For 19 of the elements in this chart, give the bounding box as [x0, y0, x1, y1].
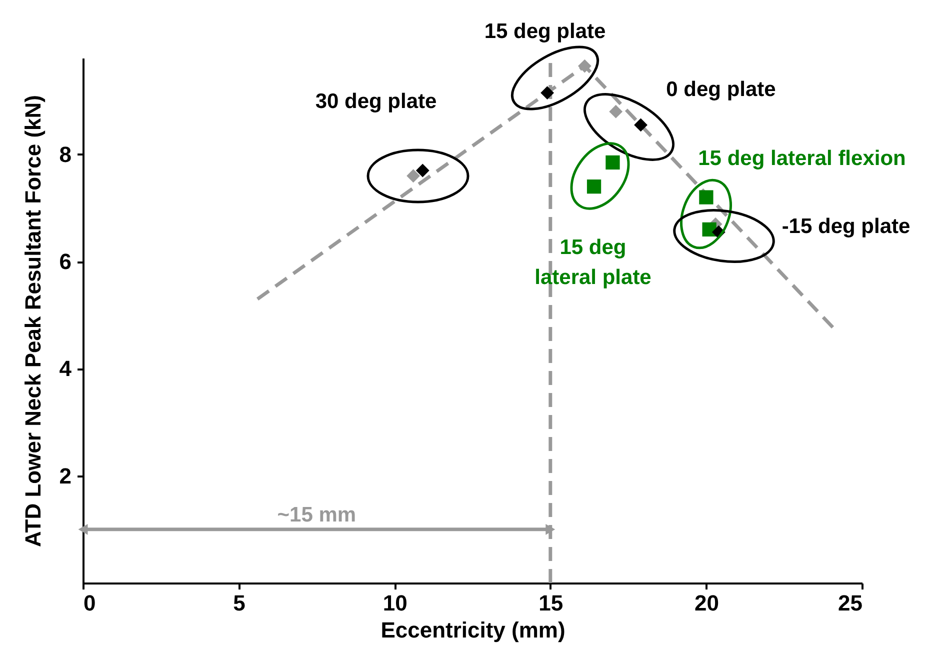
x-tick-label: 20: [694, 590, 719, 616]
annotation: 30 deg plate: [315, 90, 437, 113]
y-tick-label: 4: [59, 356, 72, 382]
annotation: 15 deg lateral flexion: [698, 147, 906, 170]
annotation: -15 deg plate: [782, 215, 910, 238]
x-axis-title: Eccentricity (mm): [380, 618, 566, 642]
x-tick-label: 25: [838, 590, 862, 616]
annotation: ~15 mm: [277, 503, 356, 526]
y-tick-label: 2: [59, 463, 72, 488]
y-axis-title: ATD Lower Neck Peak Resultant Force (kN): [20, 95, 46, 547]
y-tick-label: 8: [59, 142, 72, 167]
x-tick-label: 0: [84, 590, 96, 616]
y-tick-label: 6: [59, 249, 72, 274]
annotation: 0 deg plate: [666, 78, 776, 101]
x-tick-label: 10: [382, 590, 408, 616]
x-tick-label: 15: [538, 590, 564, 616]
x-tick-label: 5: [233, 590, 246, 616]
text: 15 deg plate: [484, 20, 606, 43]
annotation: 15 deg lateral plate: [534, 236, 652, 289]
